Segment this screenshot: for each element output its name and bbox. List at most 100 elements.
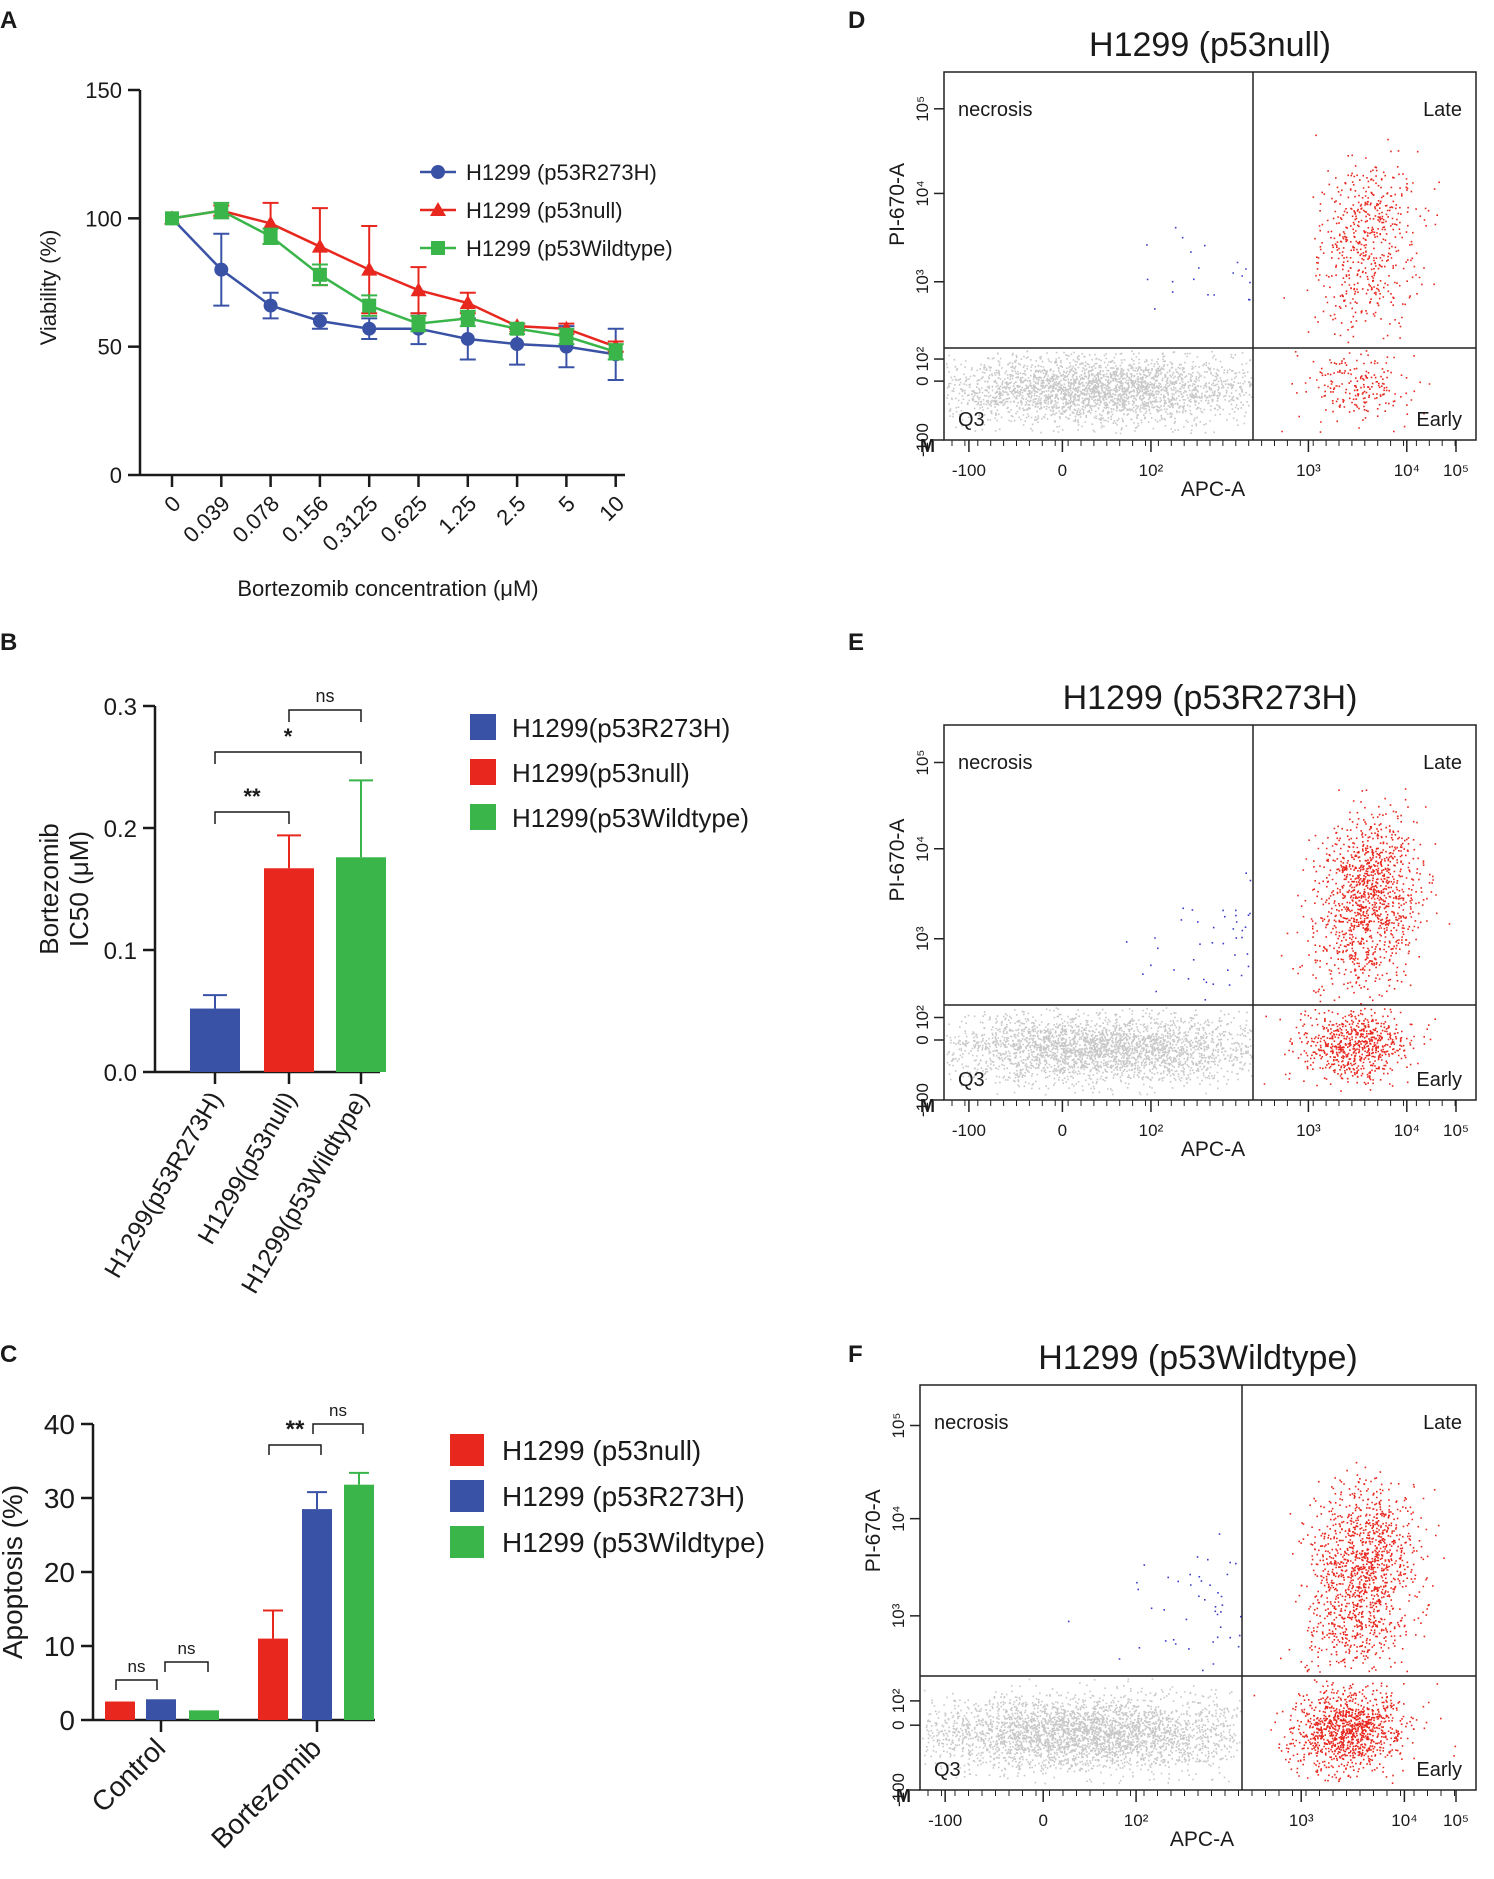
data-point: [410, 282, 427, 297]
bar: [264, 868, 314, 1072]
data-point: [459, 295, 476, 310]
x-tick-label: 0.3125: [317, 491, 382, 556]
legend-entry: H1299 (p53Wildtype): [420, 236, 673, 261]
data-point: [608, 344, 623, 359]
x-tick-label: 10²: [1139, 461, 1164, 480]
panel-label-c: C: [0, 1341, 17, 1368]
quadrant-necrosis: necrosis: [934, 1412, 1008, 1434]
dot-cloud: [1280, 882, 1424, 1005]
flow-marker-m: M: [920, 436, 935, 456]
quadrant-late: Late: [1423, 1412, 1462, 1434]
y-tick-label: 0.0: [104, 1060, 137, 1087]
quadrant-q3: Q3: [934, 1759, 961, 1781]
series-line: [171, 209, 617, 348]
legend-label: H1299 (p53R273H): [502, 1481, 745, 1512]
x-tick-label: 10⁵: [1443, 1121, 1469, 1140]
data-point: [362, 321, 377, 336]
y-tick-label: -100: [889, 1773, 908, 1807]
y-axis-title-line2: IC50 (μM): [64, 831, 94, 947]
quadrant-early: Early: [1416, 1069, 1462, 1091]
y-axis-title: Viability (%): [36, 230, 61, 346]
y-tick-label: 0: [110, 463, 122, 488]
plot-title: H1299 (p53R273H): [1063, 679, 1358, 717]
x-tick-label: Bortezomib: [205, 1732, 327, 1854]
bar: [302, 1509, 332, 1720]
bar: [189, 1710, 219, 1720]
dot-cloud: [946, 350, 1252, 435]
bar: [146, 1699, 176, 1720]
y-tick-label: 10⁵: [913, 750, 932, 776]
dot-cloud: [1125, 872, 1252, 1001]
legend-label: H1299 (p53null): [502, 1435, 701, 1466]
dot-cloud: [1067, 1533, 1242, 1672]
y-tick-label: 150: [85, 78, 122, 103]
data-point: [312, 314, 327, 328]
legend-marker: [430, 202, 446, 216]
y-tick-label: 50: [98, 335, 122, 360]
data-point: [460, 311, 475, 326]
quadrant-necrosis: necrosis: [958, 99, 1032, 121]
x-tick-label: 10⁴: [1394, 1121, 1420, 1140]
panel-label-b: B: [0, 629, 17, 656]
y-axis-title: PI-670-A: [886, 163, 909, 246]
event-dots: [946, 134, 1440, 435]
event-dots: [946, 788, 1451, 1096]
y-tick-label: 100: [85, 206, 122, 231]
y-tick-label: 20: [44, 1557, 75, 1588]
dot-cloud: [1289, 1461, 1445, 1654]
y-tick-label: 10⁵: [913, 96, 932, 122]
legend-label: H1299 (p53null): [466, 198, 623, 223]
significance-bracket: [214, 751, 362, 764]
x-tick-label: 10⁴: [1391, 1811, 1417, 1830]
y-tick-label: 10²: [889, 1688, 908, 1713]
x-tick-label: Control: [85, 1732, 171, 1818]
x-axis-title: APC-A: [1181, 478, 1245, 501]
x-tick-label: 5: [554, 491, 580, 517]
series-line: [171, 209, 617, 353]
x-tick-label: 0: [1038, 1811, 1047, 1830]
x-tick-label: 0: [1058, 1121, 1067, 1140]
significance-label: ns: [128, 1657, 146, 1676]
significance-bracket: [312, 1423, 364, 1434]
dot-cloud: [1312, 134, 1440, 329]
legend-swatch: [470, 714, 496, 740]
legend-swatch: [470, 759, 496, 785]
y-tick-label: 10²: [913, 346, 932, 371]
x-tick-label: -100: [952, 461, 986, 480]
x-tick-label: 1.25: [433, 491, 481, 539]
significance-bracket: [164, 1661, 209, 1672]
significance-bracket: [214, 811, 290, 824]
x-tick-label: 10³: [1296, 461, 1321, 480]
y-tick-label: 0.3: [104, 694, 137, 721]
y-tick-label: 10⁵: [889, 1413, 908, 1439]
panel-label-a: A: [0, 7, 17, 34]
significance-label: **: [243, 784, 261, 809]
y-tick-label: -100: [913, 1083, 932, 1117]
quadrant-q3: Q3: [958, 1069, 985, 1091]
bar: [190, 1008, 240, 1072]
data-point: [510, 321, 525, 336]
data-point: [214, 203, 229, 218]
legend-swatch: [450, 1434, 484, 1466]
dot-cloud: [1281, 350, 1431, 433]
data-point: [362, 298, 377, 313]
legend-swatch: [470, 804, 496, 830]
panel-c-grouped-bar-chart: 0 10 20 30 40 Apoptosis (%) H1299 (p53null) H12…: [0, 1401, 765, 1854]
data-point: [262, 215, 279, 230]
legend-label: H1299(p53Wildtype): [512, 803, 749, 833]
x-tick-label: 10⁴: [1394, 461, 1420, 480]
y-tick-label: -100: [913, 423, 932, 457]
data-point: [361, 261, 378, 276]
legend-entry: H1299 (p53null): [420, 198, 623, 223]
x-tick-label: 10³: [1296, 1121, 1321, 1140]
y-tick-label: 10⁴: [889, 1506, 908, 1532]
y-axis-title-line1: Bortezomib: [34, 823, 64, 955]
x-tick-label: 10²: [1124, 1811, 1149, 1830]
x-tick-label: 10²: [1139, 1121, 1164, 1140]
quadrant-late: Late: [1423, 752, 1462, 774]
dot-cloud: [1283, 217, 1435, 344]
dot-cloud: [922, 1678, 1238, 1785]
plot-frame: [943, 71, 1477, 441]
series-square: [165, 201, 624, 361]
x-tick-label: H1299(p53Wildtype): [236, 1087, 374, 1298]
